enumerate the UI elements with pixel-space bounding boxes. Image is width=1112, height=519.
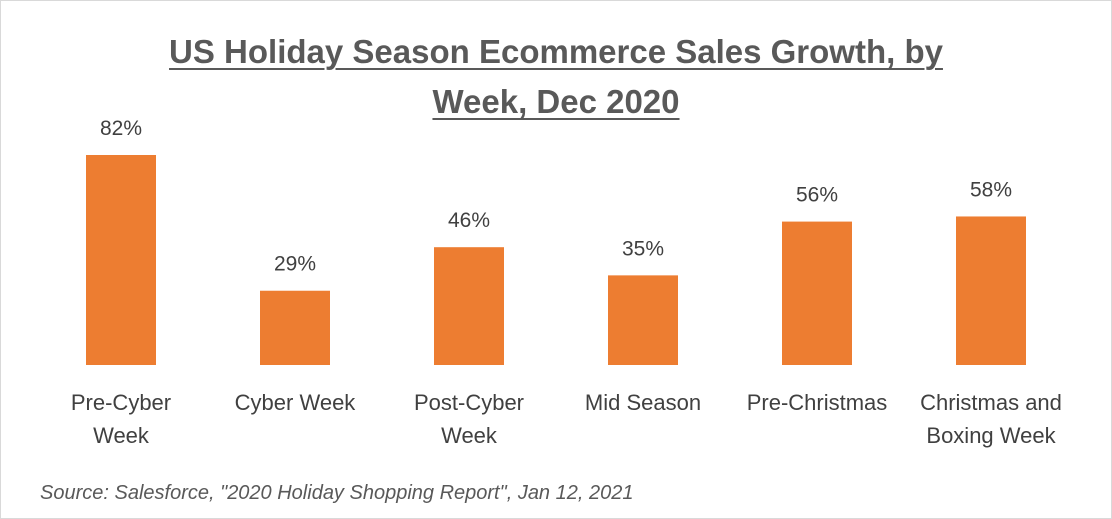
source-note: Source: Salesforce, "2020 Holiday Shoppi… (40, 482, 634, 504)
category-label-3-line-2: Week (441, 423, 498, 448)
data-label-3: 46% (448, 209, 490, 232)
data-label-2: 29% (274, 253, 316, 276)
category-label-6-line-1: Christmas and (920, 390, 1062, 415)
data-label-6: 58% (970, 178, 1012, 201)
category-label-5-line-1: Pre-Christmas (747, 390, 888, 415)
data-label-4: 35% (622, 237, 664, 260)
category-label-4-line-1: Mid Season (585, 390, 701, 415)
data-label-5: 56% (796, 184, 838, 207)
bar-5 (782, 221, 852, 365)
category-label-6-line-2: Boxing Week (926, 423, 1056, 448)
bar-6 (956, 216, 1026, 365)
category-label-1-line-2: Week (93, 423, 150, 448)
bar-2 (260, 290, 330, 365)
chart-title-line-1: US Holiday Season Ecommerce Sales Growth… (169, 33, 943, 70)
bar-1 (86, 155, 156, 365)
bar-3 (434, 247, 504, 365)
category-label-3-line-1: Post-Cyber (414, 390, 524, 415)
category-label-1-line-1: Pre-Cyber (71, 390, 171, 415)
category-label-2-line-1: Cyber Week (235, 390, 357, 415)
bar-4 (608, 275, 678, 365)
chart-title-line-2: Week, Dec 2020 (432, 83, 680, 120)
data-label-1: 82% (100, 117, 142, 140)
